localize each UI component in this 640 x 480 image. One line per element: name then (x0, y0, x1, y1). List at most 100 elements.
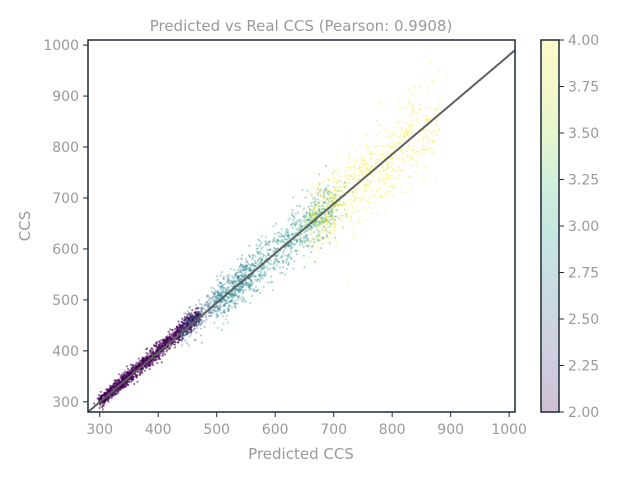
scatter-point (227, 308, 230, 311)
scatter-point (320, 210, 323, 213)
scatter-point (273, 262, 276, 265)
scatter-point (422, 177, 425, 180)
scatter-point (235, 293, 238, 296)
scatter-point (379, 170, 383, 173)
scatter-point (358, 188, 361, 191)
scatter-point (308, 213, 311, 216)
scatter-point (222, 287, 225, 291)
scatter-point (356, 158, 359, 161)
scatter-point (237, 296, 240, 299)
scatter-point (213, 299, 216, 302)
scatter-point (310, 213, 313, 216)
scatter-point (316, 228, 319, 232)
scatter-point (213, 300, 216, 303)
scatter-point (372, 153, 375, 156)
scatter-point (408, 125, 411, 128)
scatter-point (268, 253, 271, 256)
scatter-point (318, 230, 321, 233)
scatter-point (216, 315, 219, 318)
scatter-point (305, 215, 308, 218)
scatter-point (179, 327, 182, 330)
scatter-point (352, 234, 355, 237)
scatter-point (242, 283, 245, 286)
scatter-point (163, 339, 166, 342)
scatter-point (230, 299, 233, 302)
scatter-point (419, 103, 422, 106)
scatter-point (318, 235, 321, 238)
scatter-point (344, 202, 347, 205)
scatter-point (334, 215, 338, 218)
scatter-point (182, 326, 185, 329)
scatter-point (333, 197, 336, 200)
scatter-point (188, 320, 191, 323)
scatter-point (182, 319, 185, 322)
scatter-point (226, 281, 229, 284)
scatter-point (314, 213, 317, 216)
scatter-point (291, 222, 294, 225)
scatter-point (437, 69, 440, 72)
scatter-point (353, 164, 356, 167)
scatter-point (408, 175, 411, 178)
scatter-point (100, 405, 103, 408)
scatter-point (319, 195, 322, 198)
scatter-point (299, 240, 302, 243)
scatter-point (269, 267, 272, 270)
scatter-point (248, 269, 251, 272)
scatter-point (326, 221, 329, 224)
scatter-point (386, 143, 390, 146)
scatter-point (403, 136, 407, 139)
scatter-point (322, 193, 325, 196)
scatter-point (194, 307, 197, 310)
scatter-point (285, 227, 288, 231)
scatter-point (253, 264, 257, 268)
scatter-point (193, 327, 196, 330)
scatter-point (291, 233, 294, 236)
scatter-point (190, 317, 194, 320)
scatter-point (123, 373, 126, 377)
scatter-point (256, 280, 259, 283)
scatter-point (321, 180, 324, 183)
scatter-point (317, 185, 320, 188)
scatter-point (326, 202, 329, 205)
scatter-point (261, 255, 265, 258)
scatter-point (308, 214, 311, 217)
scatter-point (259, 276, 262, 279)
scatter-point (314, 221, 317, 225)
scatter-point (384, 209, 387, 212)
scatter-point (364, 209, 367, 213)
scatter-point (242, 269, 245, 272)
scatter-point (188, 335, 191, 338)
scatter-point (254, 261, 257, 264)
scatter-point (312, 212, 315, 215)
scatter-point (197, 321, 200, 324)
scatter-point (324, 188, 327, 192)
scatter-point (302, 237, 306, 240)
scatter-point (347, 157, 350, 160)
scatter-point (415, 171, 418, 175)
scatter-point (195, 324, 198, 327)
scatter-point (222, 277, 225, 280)
scatter-point (268, 240, 271, 243)
scatter-point (254, 274, 257, 278)
scatter-point (333, 225, 337, 228)
scatter-point (113, 381, 116, 384)
scatter-point (295, 228, 298, 231)
scatter-point (324, 213, 327, 216)
scatter-point (260, 235, 263, 238)
scatter-point (250, 284, 253, 287)
scatter-point (339, 176, 342, 179)
scatter-point (405, 129, 408, 132)
scatter-point (312, 214, 315, 217)
scatter-point (406, 133, 409, 137)
scatter-point (328, 212, 331, 216)
scatter-point (388, 189, 391, 193)
scatter-point (207, 315, 210, 318)
scatter-point (227, 287, 230, 290)
scatter-point (278, 231, 281, 234)
scatter-point (365, 167, 368, 170)
scatter-point (263, 253, 266, 257)
scatter-point (241, 275, 244, 278)
scatter-point (406, 132, 409, 135)
scatter-point (314, 211, 317, 214)
